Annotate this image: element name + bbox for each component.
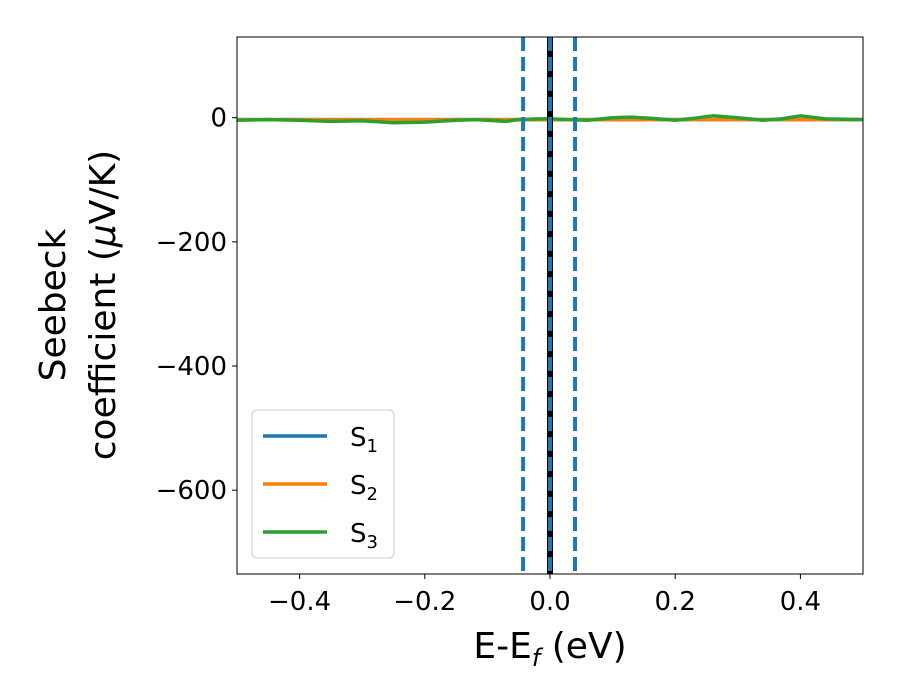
y-tick-label: −400 <box>156 352 227 382</box>
y-axis-title-line1: Seebeck <box>33 228 74 381</box>
y-tick-label: −200 <box>156 228 227 258</box>
x-tick-label: −0.4 <box>268 587 331 617</box>
y-axis-title-line2: coefficient (μV/K) <box>83 150 124 460</box>
y-tick-label: −600 <box>156 476 227 506</box>
y-axis: 0 −200 −400 −600 <box>156 104 237 506</box>
plot-area <box>237 37 863 574</box>
legend-label-s1: S1 <box>350 423 378 457</box>
x-tick-label: 0.0 <box>529 587 570 617</box>
y-tick-label: 0 <box>210 104 227 134</box>
series-line-s3 <box>237 114 863 125</box>
legend-label-s2: S2 <box>350 471 378 505</box>
x-axis-title: E-Ef (eV) <box>473 626 626 672</box>
x-tick-label: 0.4 <box>780 587 821 617</box>
x-tick-label: 0.2 <box>655 587 696 617</box>
legend-label-s3: S3 <box>350 519 378 553</box>
x-axis: −0.4 −0.2 0.0 0.2 0.4 <box>268 574 821 617</box>
legend: S1 S2 S3 <box>251 409 395 559</box>
y-axis-title: Seebeck coefficient (μV/K) <box>33 150 124 460</box>
x-tick-label: −0.2 <box>393 587 456 617</box>
